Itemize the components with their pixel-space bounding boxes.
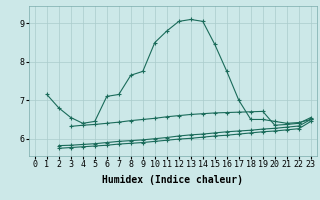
X-axis label: Humidex (Indice chaleur): Humidex (Indice chaleur) <box>102 175 243 185</box>
